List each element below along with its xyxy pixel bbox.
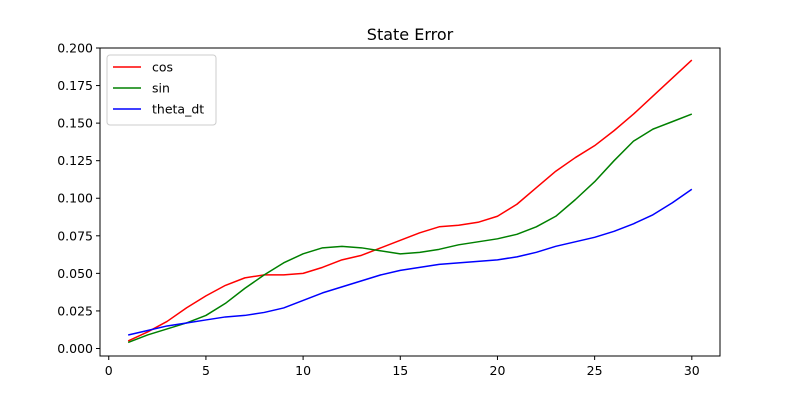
series-line-theta-dt [128, 188, 693, 336]
series-line-cos [127, 59, 693, 342]
y-tick-label: 0.000 [57, 341, 93, 356]
legend-label: sin [152, 81, 170, 96]
x-tick-label: 30 [684, 363, 700, 378]
x-tick-label: 0 [105, 363, 113, 378]
legend-label: theta_dt [152, 102, 204, 117]
x-tick-label: 15 [392, 363, 408, 378]
y-tick-label: 0.100 [57, 191, 93, 206]
chart-title: State Error [367, 25, 454, 44]
y-tick-label: 0.150 [57, 116, 93, 131]
axes-frame [99, 47, 721, 357]
y-axis: 0.000 0.025 0.050 0.075 0.100 0.125 0.150 0.175… [57, 41, 100, 356]
y-tick-label: 0.125 [57, 153, 93, 168]
series-layer [127, 59, 693, 344]
y-tick-label: 0.175 [57, 78, 93, 93]
y-tick-label: 0.200 [57, 41, 93, 56]
y-tick-label: 0.075 [57, 228, 93, 243]
x-tick-label: 5 [202, 363, 210, 378]
legend-box [106, 54, 217, 126]
legend: cos sin theta_dt [106, 54, 217, 126]
x-tick-label: 10 [295, 363, 311, 378]
legend-label: cos [152, 60, 173, 75]
x-tick-label: 25 [587, 363, 603, 378]
series-line-sin [127, 113, 693, 344]
y-tick-label: 0.025 [57, 303, 93, 318]
x-tick-label: 20 [490, 363, 506, 378]
y-tick-label: 0.050 [57, 266, 93, 281]
x-axis: 0 5 10 15 20 25 30 [105, 356, 700, 378]
